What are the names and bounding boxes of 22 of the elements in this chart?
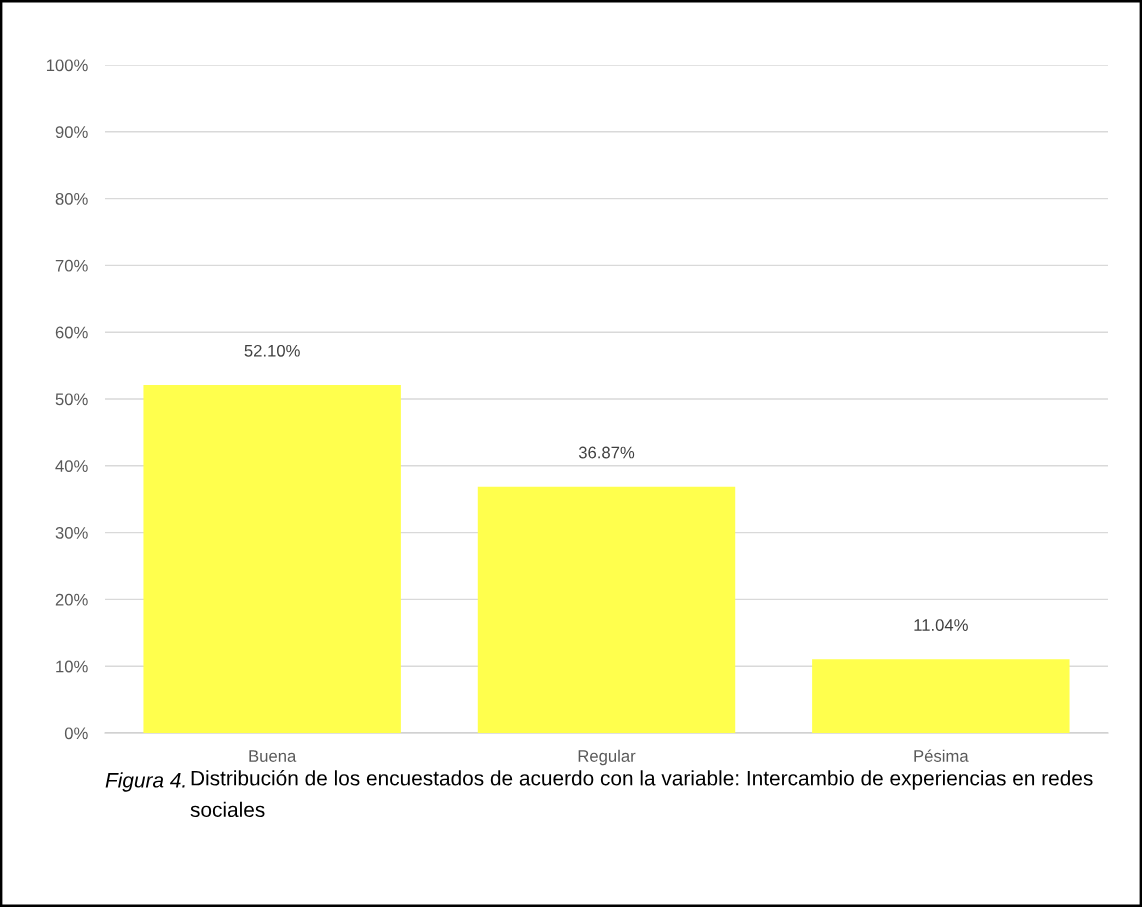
y-tick-label: 20% — [55, 593, 88, 606]
y-tick-label: 80% — [55, 193, 88, 205]
y-tick-label: 60% — [55, 326, 88, 339]
x-tick-label: Pésima — [914, 749, 969, 762]
y-tick-label: 10% — [56, 660, 88, 673]
x-tick-label: Buena — [249, 750, 297, 762]
y-tick-label: 30% — [55, 527, 88, 539]
bar — [477, 486, 736, 733]
y-tick-label: 0% — [64, 727, 88, 740]
y-tick-label: 100% — [46, 59, 88, 72]
data-label: 36.87% — [578, 446, 635, 459]
data-label: 11.04% — [914, 619, 968, 631]
x-tick-label: Regular — [578, 749, 636, 766]
bar — [812, 659, 1070, 733]
y-tick-label: 50% — [55, 393, 88, 406]
bar — [143, 384, 401, 733]
y-tick-label: 90% — [55, 126, 88, 138]
text: Figura 4. — [105, 772, 185, 792]
data-label: 52.10% — [244, 344, 300, 357]
y-tick-label: 70% — [55, 259, 88, 272]
y-tick-label: 40% — [55, 460, 88, 472]
text: Distribución de los encuestados de acuerdo con la variable: Intercambio de experiencias en redes sociales — [190, 770, 1093, 818]
